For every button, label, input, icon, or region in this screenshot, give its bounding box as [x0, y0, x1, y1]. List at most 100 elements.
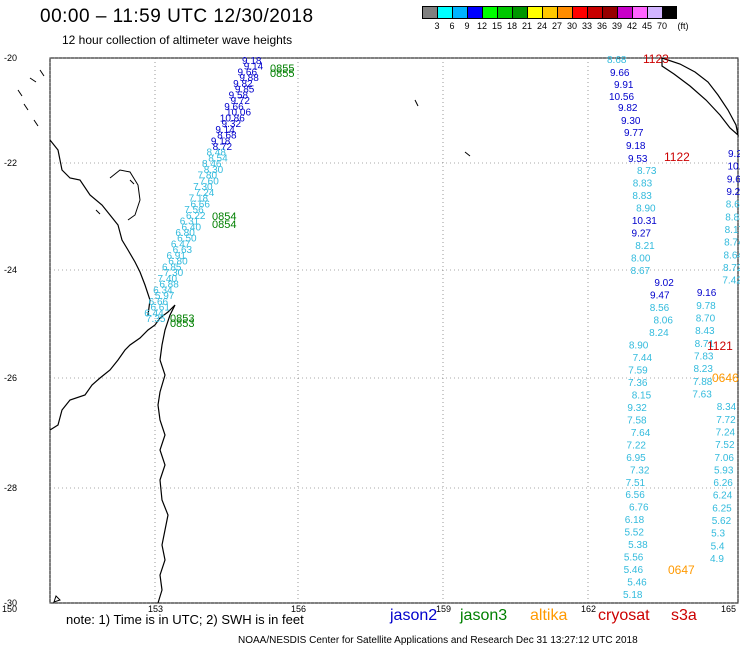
- legend-swatch: [452, 6, 467, 19]
- west-swh-value: 6.47: [171, 239, 191, 250]
- legend-label: 12: [476, 21, 488, 31]
- lat-label: -26: [4, 373, 17, 383]
- east-swh-value: 10.2: [727, 162, 740, 173]
- legend-swatch: [422, 6, 437, 19]
- east-swh-value: 8.64: [724, 250, 740, 261]
- east-swh-value: 9.28: [726, 187, 740, 198]
- east-swh-value: 9.77: [624, 128, 644, 139]
- east-swh-value: 9.53: [628, 154, 648, 165]
- east-swh-value: 6.18: [625, 515, 645, 526]
- east-swh-value: 5.4: [711, 541, 725, 552]
- west-time-label: 0853: [170, 313, 194, 325]
- east-swh-value: 9.32: [627, 403, 647, 414]
- east-swh-value: 7.63: [692, 389, 712, 400]
- east-swh-value: 8.71: [695, 339, 715, 350]
- east-swh-value: 8.17: [725, 225, 740, 236]
- legend-label: (ft): [677, 21, 689, 31]
- west-swh-value: 5.97: [155, 291, 175, 302]
- axis-labels: 150 153 156 159 162 165 -20 -22 -24 -26 -28 -30: [2, 53, 736, 614]
- west-swh-value: 9.58: [229, 90, 249, 101]
- west-swh-value: 9.14: [244, 62, 264, 73]
- west-swh-value: 8.48: [206, 148, 226, 159]
- west-swh-value: 10.86: [220, 113, 245, 124]
- east-swh-value: 9.91: [614, 80, 634, 91]
- east-swh-value: 9.2: [728, 149, 740, 160]
- east-swh-value: 8.64: [726, 200, 740, 211]
- legend-swatch: [587, 6, 602, 19]
- lat-label: -20: [4, 53, 17, 63]
- west-swh-value: 8.46: [202, 159, 222, 170]
- altika-time-label: 0647: [668, 563, 695, 577]
- west-swh-value: 9.66: [238, 67, 258, 78]
- legend-label: 9: [464, 21, 470, 31]
- legend-swatch: [467, 6, 482, 19]
- altika-time-label: 0646: [712, 371, 739, 385]
- west-swh-value: 6.44: [144, 308, 164, 319]
- east-swh-value: 5.62: [712, 516, 732, 527]
- east-swh-value: 6.24: [713, 491, 733, 502]
- east-swh-value: 5.18: [623, 590, 643, 601]
- legend-label: 70: [656, 21, 668, 31]
- east-swh-value: 5.38: [628, 540, 648, 551]
- east-swh-value: 9.02: [654, 278, 674, 289]
- lat-lon-grid: [49, 57, 739, 604]
- east-swh-value: 8.83: [633, 178, 653, 189]
- east-swh-value: 7.44: [633, 353, 653, 364]
- west-swh-value: 6.80: [168, 257, 188, 268]
- lon-label: 159: [436, 604, 451, 614]
- lat-label: -28: [4, 483, 17, 493]
- altimeter-tracks: 9.189.149.669.889.829.859.589.729.6610.0…: [144, 52, 740, 601]
- west-time-label: 0854: [212, 219, 236, 231]
- east-swh-value: 5.56: [624, 553, 644, 564]
- east-swh-value: 7.52: [715, 440, 735, 451]
- west-swh-value: 6.61: [150, 303, 170, 314]
- west-swh-value: 8.68: [217, 131, 237, 142]
- east-swh-value: 8.90: [636, 203, 656, 214]
- west-swh-value: 6.91: [166, 251, 186, 262]
- legend-swatch: [482, 6, 497, 19]
- legend-s3a: s3a: [671, 607, 697, 624]
- east-swh-value: 7.06: [715, 453, 735, 464]
- lon-label: 153: [148, 604, 163, 614]
- legend-swatch: [557, 6, 572, 19]
- east-swh-value: 8.83: [632, 191, 652, 202]
- east-swh-value: 9.67: [727, 174, 740, 185]
- legend-swatch: [662, 6, 677, 19]
- east-swh-value: 5.93: [714, 465, 734, 476]
- cryosat-time-label: 1121: [707, 339, 733, 353]
- east-swh-value: 8.72: [723, 263, 740, 274]
- west-swh-value: 9.88: [239, 73, 259, 84]
- east-swh-value: 9.66: [610, 68, 630, 79]
- east-swh-value: 7.88: [693, 377, 713, 388]
- west-swh-value: 9.14: [215, 125, 235, 136]
- east-swh-value: 6.25: [712, 503, 732, 514]
- east-swh-value: 7.51: [626, 478, 646, 489]
- west-swh-value: 9.66: [224, 102, 244, 113]
- west-swh-value: 8.54: [208, 153, 228, 164]
- legend-swatch: [647, 6, 662, 19]
- lon-label: 156: [291, 604, 306, 614]
- east-swh-value: 8.15: [632, 390, 652, 401]
- east-swh-value: 4.9: [710, 554, 724, 565]
- east-swh-value: 8.43: [695, 326, 715, 337]
- lat-label: -30: [4, 598, 17, 608]
- east-swh-value: 8.67: [631, 266, 651, 277]
- east-swh-value: 8.56: [650, 303, 670, 314]
- east-swh-value: 10.31: [632, 216, 657, 227]
- legend-label: 36: [596, 21, 608, 31]
- east-swh-value: 7.59: [628, 366, 648, 377]
- west-swh-value: 7.40: [158, 274, 178, 285]
- map-title: 00:00 – 11:59 UTC 12/30/2018: [40, 6, 314, 27]
- east-swh-value: 6.76: [629, 503, 649, 514]
- east-swh-value: 8.06: [653, 316, 673, 327]
- legend-swatch: [572, 6, 587, 19]
- legend-swatch: [512, 6, 527, 19]
- legend-cryosat: cryosat: [598, 607, 650, 624]
- color-legend-labels: 3 6 9 12 15 18 21 24 27 30 33 36 39 42 45 70 (ft): [422, 21, 740, 33]
- legend-label: 45: [641, 21, 653, 31]
- coastline: [17, 57, 739, 604]
- west-swh-value: 6.66: [149, 297, 169, 308]
- west-swh-value: 6.31: [180, 217, 200, 228]
- east-swh-value: 5.3: [711, 529, 725, 540]
- east-swh-value: 9.16: [697, 288, 717, 299]
